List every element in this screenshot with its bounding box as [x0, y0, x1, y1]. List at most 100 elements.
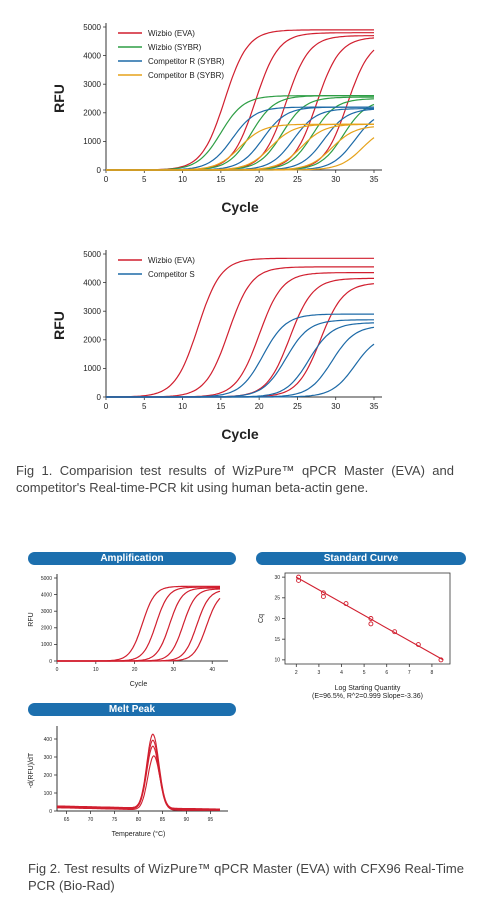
x-tick-label-2: 30	[171, 667, 177, 673]
melt-curve-0	[57, 733, 220, 810]
data-point	[438, 657, 444, 663]
x-axis-label-4: Temperature (°C)	[112, 830, 166, 838]
data-point	[296, 577, 302, 583]
melt-peak-title: Melt Peak	[28, 703, 236, 716]
curve-2-0	[57, 597, 221, 662]
y-tick-label-3: 20	[274, 616, 280, 622]
y-tick-label-1: 1000	[83, 364, 101, 373]
curve-0-1	[106, 103, 375, 171]
y-tick-label-0: 0	[97, 166, 102, 175]
y-axis-label-2: RFU	[28, 612, 35, 626]
y-tick-label-0: 1000	[83, 137, 101, 146]
x-tick-label-1: 10	[178, 402, 187, 411]
y-tick-label-0: 5000	[83, 23, 101, 32]
y-tick-label-3: 15	[274, 637, 280, 643]
x-tick-label-3: 4	[340, 670, 343, 676]
curve-1-0	[106, 277, 374, 398]
y-tick-label-3: 25	[274, 596, 280, 602]
x-tick-label-0: 10	[178, 175, 187, 184]
legend-label-0-0: Wizbio (EVA)	[148, 29, 195, 38]
x-tick-label-0: 25	[293, 175, 302, 184]
x-tick-label-3: 7	[408, 670, 411, 676]
fig1-caption: Fig 1. Comparision test results of WizPu…	[16, 463, 454, 495]
y-tick-label-4: 200	[44, 773, 53, 779]
curve-0-1	[106, 98, 375, 171]
x-tick-label-3: 5	[363, 670, 366, 676]
y-tick-label-2: 0	[49, 659, 52, 665]
x-tick-label-1: 30	[331, 402, 340, 411]
x-tick-label-1: 20	[255, 402, 264, 411]
y-axis-label-4: -d(RFU)/dT	[28, 752, 35, 788]
x-tick-label-2: 10	[93, 667, 99, 673]
y-axis-label-1: RFU	[51, 311, 67, 340]
data-point	[320, 594, 326, 600]
y-tick-label-1: 5000	[83, 250, 101, 259]
x-tick-label-1: 5	[142, 402, 147, 411]
curve-0-3	[106, 137, 375, 171]
legend-label-0-2: Competitor R (SYBR)	[148, 57, 225, 66]
y-tick-label-3: 10	[274, 658, 280, 664]
fit-annotation: (E=96.5%, R^2=0.999 Slope=-3.36)	[312, 693, 423, 700]
fit-line	[296, 576, 444, 661]
x-tick-label-1: 0	[104, 402, 109, 411]
curve-1-1	[106, 313, 374, 398]
melt-curve-1	[57, 739, 221, 811]
x-tick-label-2: 20	[132, 667, 138, 673]
data-point	[296, 574, 302, 580]
x-tick-label-4: 65	[64, 817, 70, 823]
x-tick-label-4: 85	[160, 817, 166, 823]
x-tick-label-4: 95	[208, 817, 214, 823]
y-tick-label-1: 0	[97, 393, 102, 402]
fig2-caption: Fig 2. Test results of WizPure™ qPCR Mas…	[28, 861, 464, 893]
x-tick-label-4: 75	[112, 817, 118, 823]
x-tick-label-3: 2	[295, 670, 298, 676]
data-point	[368, 616, 374, 621]
x-tick-label-2: 0	[56, 667, 59, 673]
legend-label-1-0: Wizbio (EVA)	[148, 256, 195, 265]
x-axis-label-2: Cycle	[130, 681, 148, 688]
melt-curve-2	[56, 745, 220, 811]
y-tick-label-2: 3000	[41, 609, 52, 615]
y-axis-label-0: RFU	[51, 84, 67, 113]
legend-label-0-3: Competitor B (SYBR)	[148, 71, 224, 80]
x-tick-label-1: 15	[216, 402, 225, 411]
y-tick-label-1: 3000	[83, 307, 101, 316]
x-tick-label-3: 8	[431, 670, 434, 676]
x-tick-label-3: 6	[385, 670, 388, 676]
y-tick-label-2: 2000	[41, 626, 52, 632]
y-tick-label-1: 4000	[83, 278, 101, 287]
data-point	[392, 629, 398, 635]
x-tick-label-0: 30	[331, 175, 340, 184]
y-tick-label-4: 100	[44, 791, 53, 797]
y-tick-label-2: 1000	[41, 642, 52, 648]
x-tick-label-2: 40	[209, 667, 215, 673]
x-tick-label-4: 90	[184, 817, 190, 823]
x-axis-label-3: Log Starting Quantity	[335, 685, 401, 692]
x-tick-label-4: 80	[136, 817, 142, 823]
data-point	[368, 621, 374, 627]
curve-1-1	[106, 343, 375, 398]
legend-label-1-1: Competitor S	[148, 270, 195, 279]
y-tick-label-2: 5000	[41, 576, 52, 582]
y-tick-label-4: 400	[44, 737, 53, 743]
y-tick-label-0: 3000	[83, 80, 101, 89]
x-tick-label-3: 3	[318, 670, 321, 676]
y-tick-label-4: 300	[44, 755, 53, 761]
x-axis-label-0: Cycle	[221, 199, 259, 215]
x-tick-label-0: 35	[370, 175, 379, 184]
data-point	[415, 642, 421, 648]
data-point	[343, 601, 349, 607]
curve-1-0	[106, 272, 374, 398]
y-tick-label-1: 2000	[83, 336, 101, 345]
x-tick-label-1: 25	[293, 402, 302, 411]
standard-curve-title: Standard Curve	[256, 552, 466, 565]
x-tick-label-0: 15	[216, 175, 225, 184]
x-tick-label-0: 0	[104, 175, 109, 184]
amplification-title: Amplification	[28, 552, 236, 565]
x-axis-label-1: Cycle	[221, 426, 259, 442]
y-tick-label-2: 4000	[41, 592, 52, 598]
x-tick-label-1: 35	[370, 402, 379, 411]
x-tick-label-0: 20	[255, 175, 264, 184]
y-tick-label-0: 4000	[83, 51, 101, 60]
